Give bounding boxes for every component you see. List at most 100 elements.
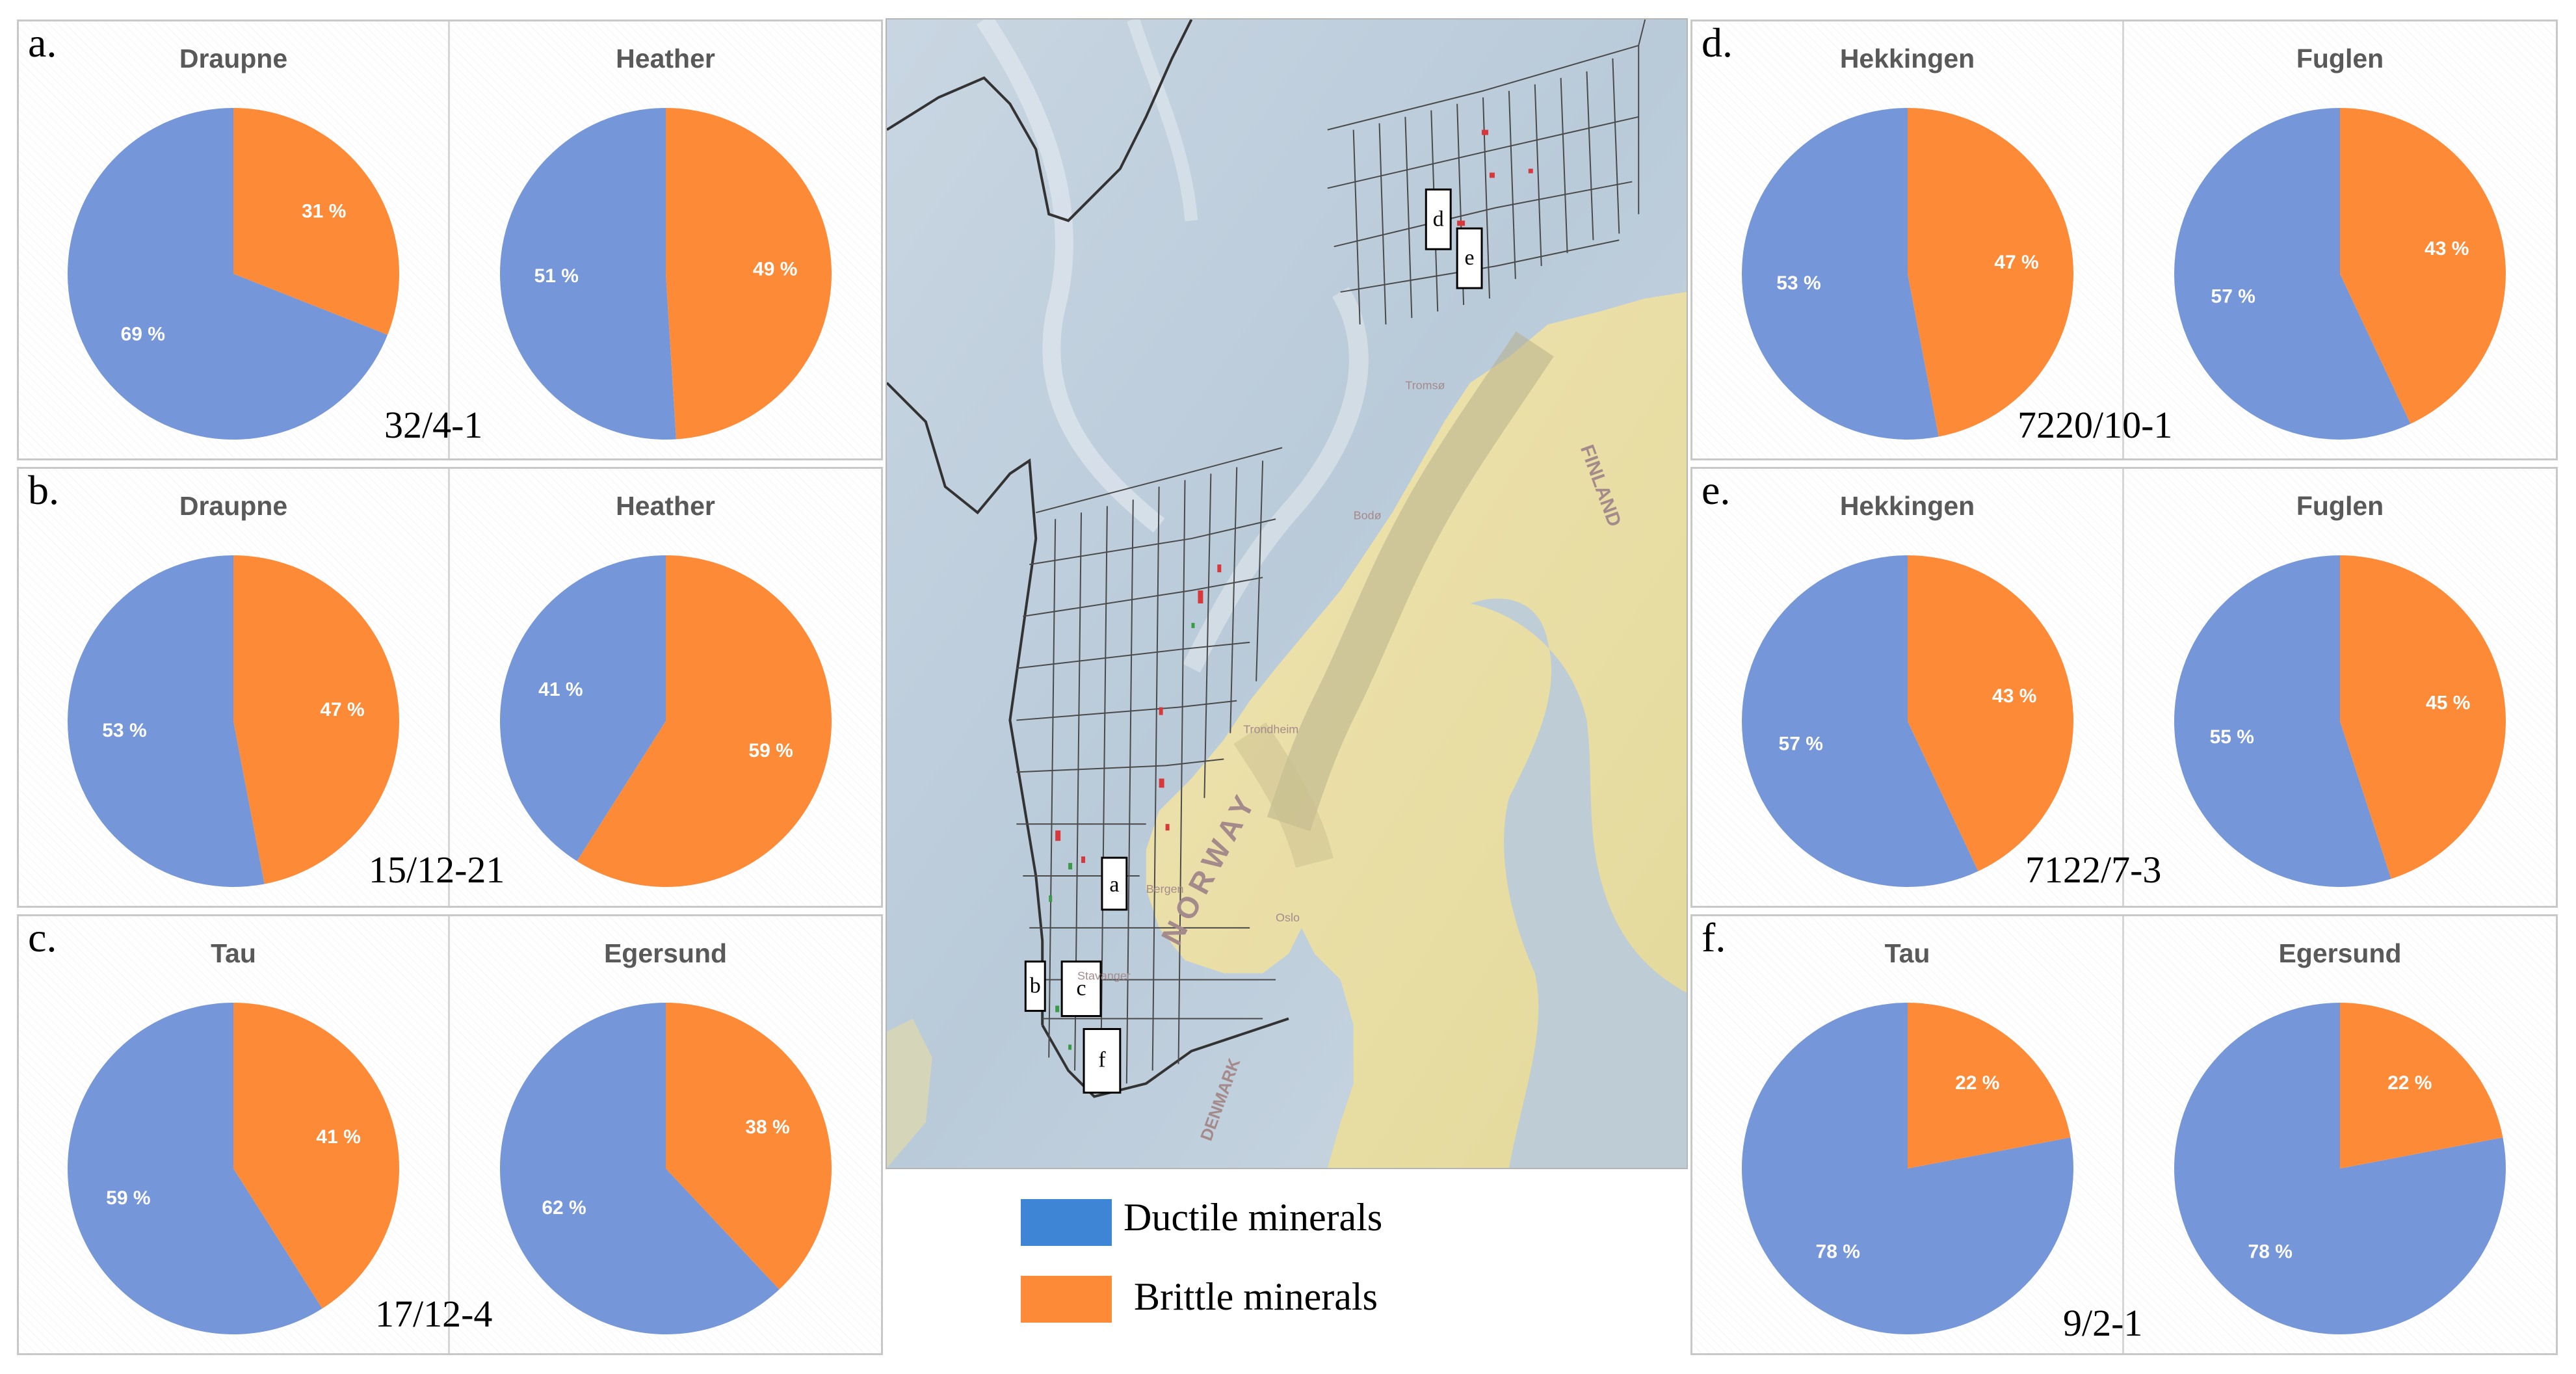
chart-title: Tau (1884, 938, 1930, 968)
data-label-ductile: 59 % (106, 1187, 150, 1209)
well-box-b: b (1024, 960, 1046, 1012)
well-box-e: e (1456, 227, 1483, 289)
oil-gas-fields (1055, 129, 1533, 864)
pie-chart: 57 % 43 % (2174, 108, 2506, 440)
data-label-ductile: 51 % (534, 265, 578, 287)
panel-f: Tau 78 % 22 % Egersund 78 % 22 % f. 9/2-1 (1690, 914, 2558, 1355)
data-label-ductile: 57 % (2211, 286, 2255, 308)
pie-slice-brittle (233, 108, 400, 335)
well-box-a: a (1101, 856, 1128, 911)
boundary-line (1041, 1017, 1289, 1098)
panel-c: Tau 59 % 41 % Egersund 62 % 38 % c. 17/12-… (17, 914, 883, 1355)
data-label-ductile: 53 % (102, 720, 146, 741)
data-label-ductile: 55 % (2210, 726, 2254, 748)
panel-letter: c. (28, 914, 57, 960)
place-name: Oslo (1276, 911, 1300, 924)
well-box-f: f (1083, 1027, 1122, 1094)
chart-title: Draupne (179, 491, 288, 521)
place-name: Bergen (1146, 882, 1184, 895)
well-label: 32/4-1 (384, 404, 483, 446)
chart-cell: Hekkingen 57 % 43 % (1692, 469, 2124, 906)
chart-cell: Fuglen 57 % 43 % (2124, 21, 2556, 458)
data-label-brittle: 47 % (1994, 252, 2038, 273)
pie-slice-brittle (2340, 555, 2506, 879)
well-box-label: d (1433, 207, 1444, 231)
pie-slice-ductile (499, 108, 676, 440)
chart-cell: Tau 78 % 22 % (1692, 916, 2124, 1353)
chart-title: Fuglen (2296, 44, 2384, 73)
pie-chart: 78 % 22 % (1741, 1003, 2073, 1334)
pie-slice-brittle (233, 1003, 399, 1309)
chart-title: Hekkingen (1839, 491, 1975, 521)
pie-chart: 51 % 49 % (499, 108, 832, 440)
legend-swatch-brittle (1021, 1276, 1112, 1323)
data-label-brittle: 38 % (745, 1116, 789, 1138)
pie-chart: 62 % 38 % (499, 1003, 832, 1334)
data-label-brittle: 41 % (316, 1126, 360, 1148)
legend-label-brittle: Brittle minerals (1134, 1275, 1378, 1318)
pie-slice-ductile (499, 555, 666, 862)
data-label-brittle: 45 % (2426, 693, 2470, 714)
panel-a: Draupne 69 % 31 % Heather 51 % 49 % a. 32/… (17, 20, 883, 460)
well-label: 7122/7-3 (2025, 849, 2162, 891)
pie-chart: 78 % 22 % (2174, 1003, 2506, 1334)
data-label-ductile: 41 % (538, 679, 583, 700)
chart-cell: Hekkingen 53 % 47 % (1692, 21, 2124, 458)
pie-chart: 55 % 45 % (2174, 555, 2506, 887)
licence-grid (1016, 447, 1283, 1084)
well-box-d: d (1425, 188, 1452, 250)
panel-letter: e. (1702, 467, 1731, 513)
well-label: 17/12-4 (375, 1293, 493, 1335)
pie-slice-brittle (1907, 108, 2073, 437)
legend-swatch-ductile (1021, 1199, 1112, 1246)
pie-chart: 57 % 43 % (1741, 555, 2073, 887)
pie-slice-ductile (68, 555, 265, 887)
licence-grid (1327, 20, 1646, 324)
data-label-ductile: 53 % (1776, 272, 1820, 294)
chart-cell: Tau 59 % 41 % (19, 916, 450, 1353)
panel-letter: a. (28, 20, 57, 66)
chart-title: Egersund (603, 938, 728, 968)
data-label-brittle: 59 % (748, 740, 793, 761)
pie-chart: 41 % 59 % (499, 555, 832, 887)
pie-slice-brittle (1907, 1003, 2070, 1169)
pie-slice-ductile (2174, 108, 2411, 440)
data-label-ductile: 69 % (121, 324, 165, 345)
legend-label-ductile: Ductile minerals (1124, 1196, 1383, 1239)
data-label-ductile: 78 % (2248, 1241, 2293, 1263)
ocean-ridge (976, 20, 1165, 533)
data-label-brittle: 22 % (2387, 1072, 2432, 1094)
panel-letter: d. (1702, 20, 1733, 66)
pie-slice-ductile (1741, 108, 1939, 440)
boundary-line (887, 20, 1193, 222)
place-name: Stavanger (1077, 970, 1131, 983)
chart-title: Egersund (2278, 938, 2402, 968)
data-label-brittle: 43 % (2425, 238, 2469, 259)
chart-title: Draupne (179, 44, 288, 73)
chart-title: Heather (616, 491, 715, 521)
panel-letter: f. (1702, 914, 1726, 960)
pie-slice-brittle (665, 1003, 832, 1289)
pie-slice-ductile (2174, 555, 2391, 887)
chart-cell: Draupne 69 % 31 % (19, 21, 450, 458)
pie-slice-brittle (665, 108, 832, 440)
place-name: Trondheim (1243, 723, 1298, 736)
continental-shelf (1183, 287, 1369, 673)
data-label-brittle: 43 % (1992, 685, 2036, 707)
chart-cell: Egersund 78 % 22 % (2124, 916, 2556, 1353)
pie-slice-ductile (499, 1003, 780, 1334)
pie-slice-brittle (2340, 1003, 2503, 1169)
pie-slice-brittle (2340, 108, 2506, 424)
chart-title: Fuglen (2296, 491, 2384, 521)
pie-slice-ductile (67, 1003, 322, 1334)
well-box-label: c (1077, 977, 1086, 1001)
data-label-ductile: 78 % (1815, 1241, 1860, 1263)
chart-title: Heather (616, 44, 715, 73)
well-box-label: b (1030, 974, 1041, 998)
data-label-ductile: 62 % (542, 1197, 586, 1219)
pie-chart: 53 % 47 % (1741, 108, 2073, 440)
well-box-label: a (1109, 873, 1119, 897)
chart-cell: Egersund 62 % 38 % (450, 916, 881, 1353)
well-label: 7220/10-1 (2017, 404, 2173, 446)
baltic-sea (1470, 598, 1687, 1168)
